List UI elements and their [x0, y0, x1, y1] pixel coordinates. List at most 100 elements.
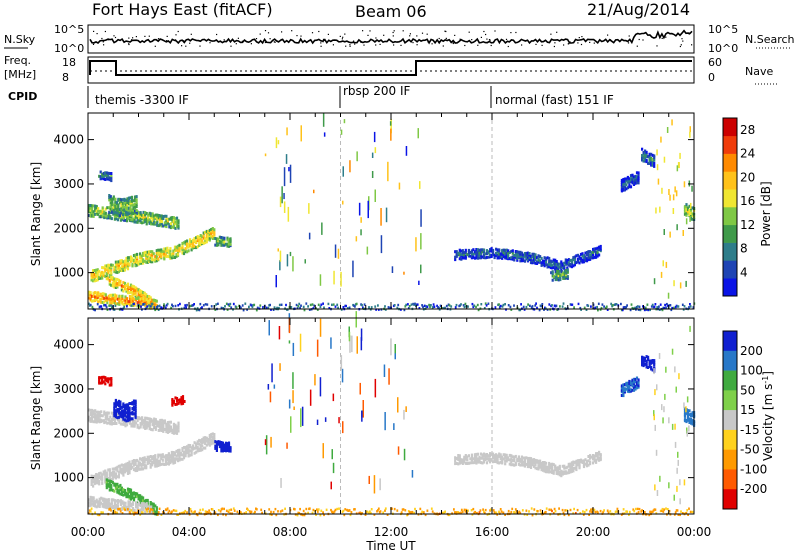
scatter-cell [101, 419, 104, 423]
ground-cell [661, 507, 664, 511]
scatter-cell [108, 383, 111, 387]
scatter-cell [207, 440, 210, 443]
scatter-cell [499, 455, 502, 459]
scatter-cell [154, 255, 157, 259]
scatter-cell [204, 241, 207, 245]
scatter-cell [140, 495, 143, 499]
ground-cell [88, 302, 90, 305]
scatter-cell [94, 420, 97, 424]
ground-cell [191, 304, 194, 307]
scatter-cell [132, 212, 135, 215]
streak-cell [271, 363, 273, 383]
scatter-cell [495, 251, 498, 255]
ground-cell [400, 308, 402, 311]
ground-cell [328, 307, 331, 310]
scatter-cell [464, 255, 467, 258]
scatter-cell [178, 398, 182, 402]
scatter-cell [163, 421, 166, 425]
scatter-cell [116, 297, 119, 301]
streak-cell [366, 246, 369, 255]
ground-cell [232, 302, 235, 306]
streak-cell [285, 154, 288, 164]
scatter-cell [223, 447, 226, 451]
freq-right-tick-bottom: 0 [708, 71, 715, 84]
scatter-cell [478, 455, 481, 459]
scatter-cell [114, 400, 117, 404]
scatter-cell [174, 403, 177, 406]
noise-search-point [383, 34, 385, 36]
scatter-cell [99, 274, 102, 278]
streak-cell [349, 160, 351, 173]
ground-cell [286, 308, 289, 311]
scatter-cell [543, 264, 546, 268]
scatter-cell [142, 463, 145, 467]
late-cell [682, 230, 684, 236]
scatter-cell [112, 195, 115, 199]
scatter-cell [126, 464, 130, 468]
scatter-cell [107, 500, 110, 503]
scatter-cell [165, 214, 168, 218]
noise-search-point [412, 42, 414, 44]
scatter-cell [113, 489, 116, 493]
ground-cell [175, 509, 178, 513]
scatter-cell [119, 485, 122, 489]
scatter-cell [93, 482, 96, 486]
scatter-cell [116, 277, 119, 281]
scatter-cell [104, 293, 107, 297]
scatter-cell [89, 291, 92, 295]
scatter-cell [127, 502, 130, 506]
scatter-cell [96, 476, 99, 480]
scatter-cell [121, 213, 124, 217]
ground-cell [265, 306, 268, 309]
scatter-cell [128, 500, 132, 504]
scatter-cell [127, 202, 131, 206]
scatter-cell [475, 452, 478, 456]
scatter-cell [190, 248, 193, 252]
scatter-cell [150, 505, 153, 509]
noise-search-point [189, 42, 191, 44]
ground-cell [658, 308, 661, 311]
scatter-cell [501, 459, 504, 463]
scatter-cell [631, 173, 634, 177]
scatter-cell [587, 455, 590, 458]
scatter-cell [106, 298, 109, 302]
scatter-cell [127, 214, 130, 218]
colorbar-swatch [723, 331, 737, 352]
scatter-cell [567, 464, 570, 468]
streak-cell [279, 196, 282, 208]
ground-cell [439, 304, 442, 307]
scatter-cell [585, 251, 589, 254]
scatter-cell [522, 456, 525, 460]
scatter-cell [582, 260, 586, 264]
scatter-cell [149, 462, 152, 466]
scatter-cell [177, 224, 180, 228]
scatter-cell [106, 498, 109, 502]
noise-search-point [183, 40, 185, 42]
scatter-cell [157, 214, 160, 217]
scatter-cell [127, 196, 131, 200]
scatter-cell [510, 256, 513, 260]
ground-cell [574, 512, 577, 515]
scatter-cell [132, 206, 135, 210]
noise-search-point [444, 30, 446, 32]
scatter-cell [163, 428, 166, 431]
scatter-cell [175, 216, 179, 220]
ground-cell [204, 303, 207, 306]
scatter-cell [622, 394, 625, 398]
scatter-cell [590, 252, 593, 256]
scatter-cell [215, 449, 218, 452]
scatter-cell [117, 262, 120, 266]
scatter-cell [650, 156, 653, 160]
scatter-cell [107, 294, 110, 298]
freq-left-tick-bottom: 8 [62, 71, 69, 84]
noise-search-point [679, 45, 681, 48]
scatter-cell [114, 279, 117, 283]
scatter-cell [522, 463, 525, 467]
scatter-cell [154, 427, 157, 431]
scatter-cell [120, 204, 123, 208]
scatter-cell [147, 505, 150, 509]
scatter-cell [129, 497, 133, 501]
ground-cell [145, 306, 148, 310]
ground-cell [393, 304, 396, 307]
scatter-cell [472, 248, 475, 252]
